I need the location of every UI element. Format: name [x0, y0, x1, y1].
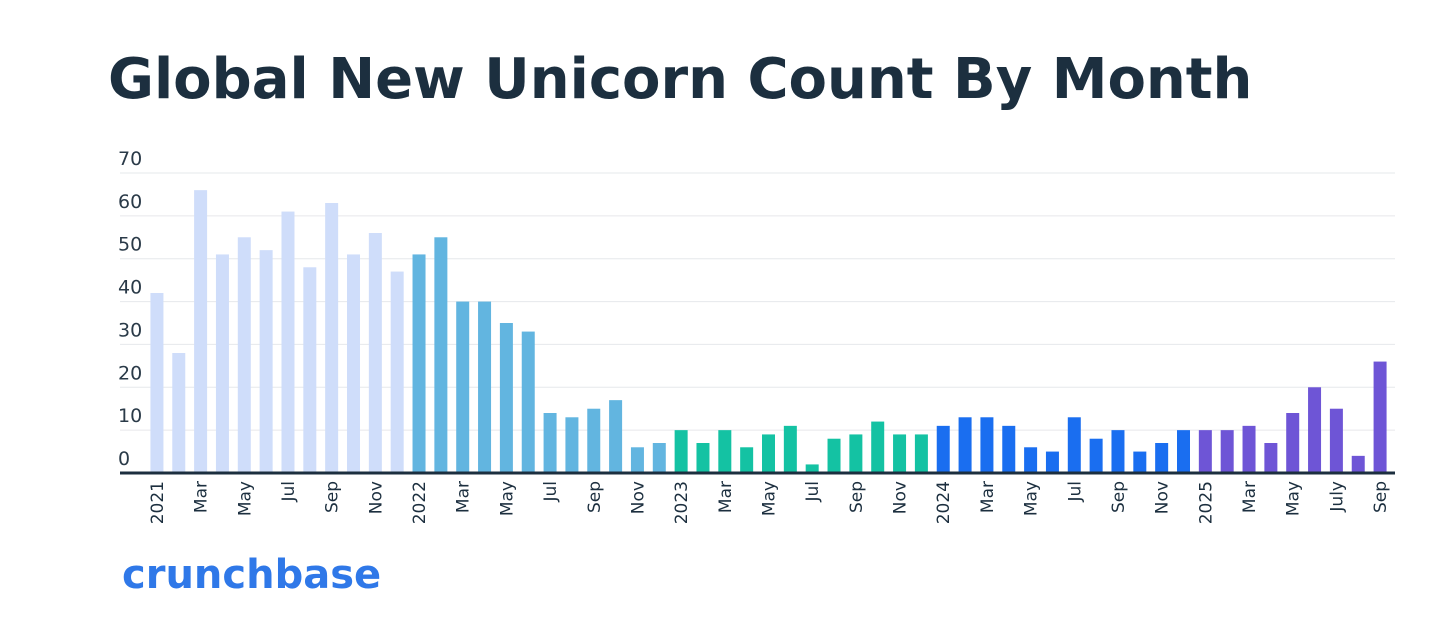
bar — [1242, 425, 1256, 473]
x-tick-label: Nov — [1153, 481, 1173, 514]
bar — [1111, 430, 1125, 473]
bar — [893, 434, 907, 473]
bar — [434, 237, 448, 473]
bar — [150, 293, 164, 473]
logo: crunchbase — [122, 552, 381, 598]
bar — [696, 443, 710, 473]
y-tick-label: 60 — [118, 191, 142, 213]
bar — [259, 250, 273, 473]
bar — [1373, 361, 1387, 473]
bar — [1264, 443, 1278, 473]
x-tick-label: 2024 — [934, 481, 954, 524]
bar — [1329, 408, 1343, 473]
x-tick-label: May — [1022, 481, 1042, 516]
bar — [587, 408, 601, 473]
x-tick-label: 2025 — [1196, 481, 1216, 524]
x-tick-label: Nov — [366, 481, 386, 514]
x-tick-label: May — [497, 481, 517, 516]
bar — [390, 271, 404, 473]
x-tick-label: Nov — [628, 481, 648, 514]
bar — [1286, 413, 1300, 473]
y-tick-label: 40 — [118, 277, 142, 299]
bar — [827, 438, 841, 473]
bar — [980, 417, 994, 473]
bar — [521, 331, 535, 473]
x-tick-label: May — [1284, 481, 1304, 516]
x-tick-label: Nov — [891, 481, 911, 514]
bar — [565, 417, 579, 473]
bar — [805, 464, 819, 473]
bar — [499, 323, 513, 473]
x-tick-label: Sep — [1109, 481, 1129, 513]
bar — [1308, 387, 1322, 473]
x-tick-label: Sep — [847, 481, 867, 513]
chart-title: Global New Unicorn Count By Month — [108, 47, 1252, 112]
bar — [740, 447, 754, 473]
x-tick-label: July — [1327, 481, 1347, 513]
bar — [1133, 451, 1147, 473]
bar — [456, 301, 470, 473]
bar — [172, 353, 186, 473]
x-tick-label: 2023 — [672, 481, 692, 524]
x-tick-label: Jul — [803, 481, 823, 503]
y-tick-label: 0 — [118, 448, 130, 470]
bar — [368, 233, 382, 473]
y-tick-label: 20 — [118, 362, 142, 384]
bar — [1067, 417, 1081, 473]
x-tick-label: Jul — [541, 481, 561, 503]
bar — [1220, 430, 1234, 473]
bar — [347, 254, 360, 473]
bar — [325, 203, 339, 473]
bar — [849, 434, 863, 473]
bar — [1024, 447, 1038, 473]
bar — [936, 425, 950, 473]
x-tick-label: Mar — [978, 481, 998, 513]
bar — [1089, 438, 1103, 473]
bar — [652, 443, 666, 473]
x-tick-label: Sep — [1371, 481, 1391, 513]
bar — [1045, 451, 1059, 473]
bar — [1351, 455, 1365, 473]
x-tick-label: May — [235, 481, 255, 516]
y-tick-label: 30 — [118, 319, 142, 341]
y-tick-label: 50 — [118, 234, 142, 256]
bar — [674, 430, 688, 473]
bar — [281, 211, 295, 474]
bar — [215, 254, 229, 473]
bar — [412, 254, 426, 473]
bar — [718, 430, 732, 473]
bar — [958, 417, 972, 473]
x-tick-label: Mar — [1240, 481, 1260, 513]
bar — [762, 434, 775, 473]
bar — [871, 421, 885, 473]
bar — [237, 237, 251, 473]
bar — [783, 425, 797, 473]
bar — [1002, 425, 1016, 473]
bar — [1198, 430, 1212, 473]
x-tick-label: Jul — [1065, 481, 1085, 503]
x-tick-label: 2021 — [148, 481, 168, 524]
bar — [1177, 430, 1190, 473]
bar — [609, 400, 623, 473]
bar — [303, 267, 317, 473]
bar — [194, 190, 208, 473]
x-tick-label: May — [760, 481, 780, 516]
x-tick-label: Jul — [279, 481, 299, 503]
x-tick-label: Sep — [585, 481, 605, 513]
x-tick-label: 2022 — [410, 481, 430, 524]
x-tick-label: Sep — [323, 481, 343, 513]
y-tick-label: 70 — [118, 148, 142, 170]
bar — [543, 413, 557, 473]
bar — [914, 434, 928, 473]
bar — [630, 447, 644, 473]
x-tick-label: Mar — [192, 481, 212, 513]
bar — [1155, 443, 1169, 473]
x-tick-label: Mar — [454, 481, 474, 513]
bar — [478, 301, 492, 473]
x-tick-label: Mar — [716, 481, 736, 513]
y-tick-label: 10 — [118, 405, 142, 427]
